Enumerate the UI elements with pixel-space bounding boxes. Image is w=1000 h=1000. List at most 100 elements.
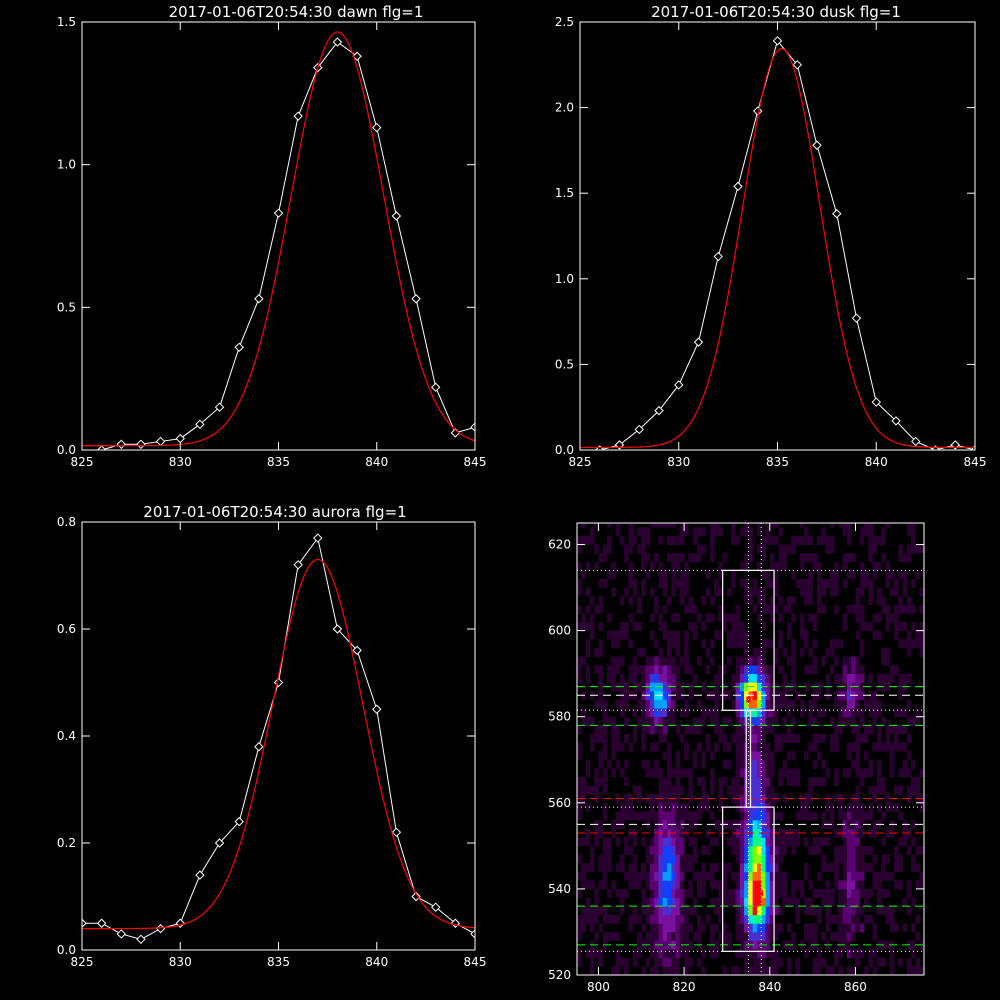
spectrogram-heatmap-cell xyxy=(577,561,582,571)
spectrogram-heatmap-cell xyxy=(808,845,814,855)
spectrogram-heatmap-cell xyxy=(594,888,599,898)
dusk-data-point xyxy=(792,60,802,70)
spectrogram-heatmap-cell xyxy=(876,587,882,597)
spectrogram-heatmap-cell xyxy=(876,776,882,786)
spectrogram-heatmap-cell xyxy=(774,647,779,657)
spectrogram-heatmap-cell xyxy=(739,527,745,537)
spectrogram-heatmap-cell xyxy=(744,811,749,821)
spectrogram-heatmap-cell xyxy=(842,906,848,916)
spectrogram-heatmap-cell xyxy=(859,622,865,632)
spectrogram-heatmap-cell xyxy=(821,733,826,743)
spectrogram-heatmap-cell xyxy=(804,751,809,761)
spectrogram-heatmap-cell xyxy=(735,931,741,941)
spectrogram-heatmap-cell xyxy=(628,639,634,649)
spectrogram-heatmap-cell xyxy=(855,725,861,735)
spectrogram-heatmap-cell xyxy=(649,725,655,735)
spectrogram-heatmap-cell xyxy=(808,742,814,752)
spectrogram-heatmap-cell xyxy=(778,630,784,640)
spectrogram-heatmap-cell xyxy=(748,923,754,933)
spectrogram-heatmap-cell xyxy=(769,716,775,726)
spectrogram-heatmap-cell xyxy=(624,699,629,709)
spectrogram-heatmap-cell xyxy=(731,673,736,683)
spectrogram-heatmap-cell xyxy=(808,553,814,563)
spectrogram-heatmap-cell xyxy=(714,949,719,959)
spectrogram-heatmap-cell xyxy=(675,845,681,855)
spectrogram-heatmap-cell xyxy=(782,888,788,898)
spectrogram-heatmap-cell xyxy=(658,871,664,881)
spectrogram-heatmap-cell xyxy=(752,906,758,916)
spectrogram-heatmap-cell xyxy=(649,837,655,847)
spectrogram-heatmap-cell xyxy=(876,733,882,743)
dusk-data-point xyxy=(891,416,901,426)
spectrogram-heatmap-cell xyxy=(577,578,582,588)
spectrogram-heatmap-cell xyxy=(654,759,659,769)
aurora-xtick-label: 840 xyxy=(365,955,388,969)
spectrogram-heatmap-cell xyxy=(645,699,651,709)
spectrogram-heatmap-cell xyxy=(632,665,638,675)
spectrogram-heatmap-cell xyxy=(885,578,891,588)
spectrogram-heatmap-cell xyxy=(885,794,891,804)
spectrogram-heatmap-cell xyxy=(855,811,861,821)
spectrogram-heatmap-cell xyxy=(872,949,878,959)
spectrogram-heatmap-cell xyxy=(756,837,762,847)
spectrogram-heatmap-cell xyxy=(846,940,852,950)
dawn-data-point xyxy=(372,122,382,133)
spectrogram-heatmap-cell xyxy=(825,578,831,588)
spectrogram-heatmap-cell xyxy=(632,863,638,873)
spectrogram-heatmap-cell xyxy=(688,665,694,675)
spectrogram-heatmap-cell xyxy=(765,708,771,718)
spectrogram-heatmap-cell xyxy=(889,802,895,812)
dawn-data-point xyxy=(411,294,421,304)
spectrogram-heatmap-cell xyxy=(666,523,672,528)
spectrogram-heatmap-cell xyxy=(808,708,814,718)
spectrogram-heatmap-cell xyxy=(842,578,848,588)
spectrogram-heatmap-cell xyxy=(649,630,655,640)
spectrogram-heatmap-cell xyxy=(649,699,655,709)
spectrogram-heatmap-cell xyxy=(774,535,779,545)
spectrogram-heatmap-cell xyxy=(761,768,766,778)
spectrogram-heatmap-cell xyxy=(744,880,749,890)
spectrogram-heatmap-cell xyxy=(812,561,818,571)
spectrogram-heatmap-cell xyxy=(658,578,664,588)
spectrogram-heatmap-cell xyxy=(739,914,745,924)
spectrogram-heatmap-cell xyxy=(632,854,638,864)
spectrogram-heatmap-cell xyxy=(641,906,646,916)
spectrogram-heatmap-cell xyxy=(606,914,612,924)
dawn-fit-curve xyxy=(82,31,475,447)
spectrogram-heatmap-cell xyxy=(671,708,676,718)
spectrogram-heatmap-cell xyxy=(671,854,676,864)
spectrogram-heatmap-cell xyxy=(731,570,736,580)
spectrogram-heatmap-cell xyxy=(739,690,745,700)
spectrogram-heatmap-cell xyxy=(577,871,582,881)
spectrogram-heatmap-cell xyxy=(744,639,749,649)
spectrogram-heatmap-cell xyxy=(744,699,749,709)
spectrogram-heatmap-cell xyxy=(911,837,916,847)
spectrogram-heatmap-cell xyxy=(769,561,775,571)
spectrogram-heatmap-cell xyxy=(851,966,856,975)
spectrogram-heatmap-cell xyxy=(735,871,741,881)
dusk-plot-area xyxy=(580,36,975,450)
spectrogram-heatmap-cell xyxy=(774,570,779,580)
spectrogram-heatmap-cell xyxy=(735,742,741,752)
spectrogram-heatmap-cell xyxy=(709,656,715,666)
spectrogram-heatmap-cell xyxy=(705,871,711,881)
spectrogram-heatmap-cell xyxy=(864,622,869,632)
spectrogram-heatmap-cell xyxy=(705,665,711,675)
spectrogram-heatmap-cell xyxy=(919,845,924,855)
spectrogram-heatmap-cell xyxy=(662,845,668,855)
spectrogram-heatmap-cell xyxy=(619,906,625,916)
dawn-data-point xyxy=(293,111,303,121)
spectrogram-heatmap-cell xyxy=(791,845,796,855)
spectrogram-heatmap-cell xyxy=(589,914,595,924)
spectrogram-heatmap-cell xyxy=(679,906,685,916)
spectrogram-heatmap-cell xyxy=(671,906,676,916)
spectrogram-heatmap-cell xyxy=(666,656,672,666)
spectrogram-heatmap-cell xyxy=(577,544,582,554)
spectrogram-heatmap-cell xyxy=(739,622,745,632)
dusk-data-point xyxy=(674,380,684,390)
spectrogram-heatmap-cell xyxy=(696,725,702,735)
spectrogram-heatmap-cell xyxy=(872,931,878,941)
spectrogram-heatmap-cell xyxy=(834,639,839,649)
spectrogram-heatmap-cell xyxy=(876,888,882,898)
dusk-data-point xyxy=(930,445,941,450)
